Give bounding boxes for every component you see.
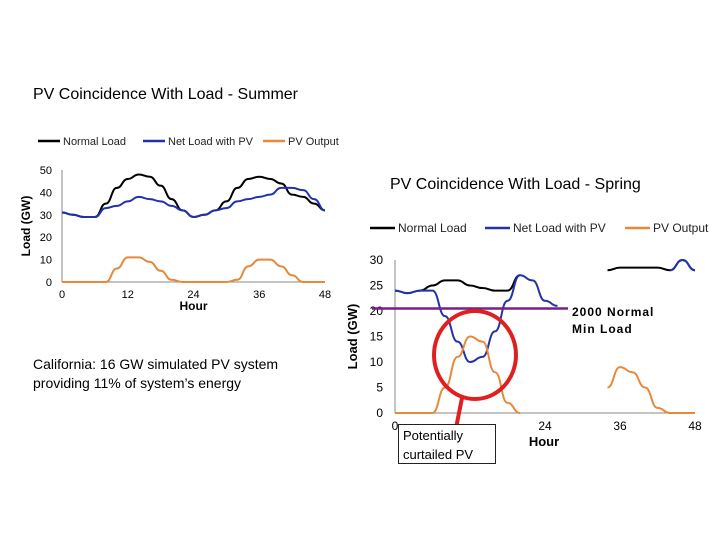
series-line-normal-load [394,274,521,295]
y-tick-label: 50 [40,165,52,177]
y-axis-label: Load (GW) [19,196,33,257]
series-line-net-load-with-pv [669,259,696,272]
series-line-normal-load [607,259,696,272]
x-tick-label: 36 [613,419,627,433]
y-tick-label: 20 [370,304,384,318]
y-axis-label: Load (GW) [345,304,360,370]
y-tick-label: 10 [40,255,52,267]
summer-chart: 0 10 20 30 40 50 0 12 24 36 48 Hour Load (GW) Normal … [19,136,339,313]
min-load-label-line1: 2000 Normal [572,305,654,319]
y-tick-label: 30 [40,210,52,222]
y-tick-label: 0 [376,406,383,420]
curtailed-pv-label: Potentially curtailed PV [398,424,496,464]
x-axis-label: Hour [529,434,559,449]
x-tick-label: 36 [253,289,265,301]
x-tick-label: 48 [319,289,331,301]
legend-label: Net Load with PV [168,136,254,148]
curtailment-pointer-line [454,397,464,429]
series-line-pv-output [61,256,325,283]
min-load-label-line2: Min Load [572,322,633,336]
y-tick-label: 0 [46,277,52,289]
y-tick-label: 5 [376,381,383,395]
y-tick-label: 30 [370,253,384,267]
spring-chart-title: PV Coincidence With Load - Spring [390,176,641,193]
y-tick-label: 25 [370,279,384,293]
x-tick-label: 12 [122,289,134,301]
y-tick-label: 15 [370,330,384,344]
x-tick-label: 24 [538,419,552,433]
y-tick-label: 40 [40,187,52,199]
curtailment-highlight-circle [432,309,518,401]
x-axis-label: Hour [180,299,208,313]
y-tick-label: 20 [40,232,52,244]
slide-caption: California: 16 GW simulated PV system pr… [33,356,279,391]
series-line-net-load-with-pv [394,274,558,363]
x-tick-label: 24 [187,289,199,301]
legend-label: Net Load with PV [513,221,606,235]
series-line-pv-output [394,335,521,415]
x-tick-label: 0 [59,289,65,301]
legend-label: PV Output [653,221,709,235]
legend-label: PV Output [288,136,339,148]
x-tick-label: 48 [688,419,702,433]
legend-label: Normal Load [398,221,467,235]
series-line-net-load-with-pv [61,186,326,219]
series-line-pv-output [607,366,695,415]
spring-chart: 0 5 10 15 20 25 30 0 24 36 48 Hour Load (GW) Normal L… [345,221,709,449]
summer-chart-title: PV Coincidence With Load - Summer [33,86,298,103]
legend-label: Normal Load [63,136,126,148]
x-tick-label: 0 [392,419,399,433]
y-tick-label: 10 [370,355,384,369]
